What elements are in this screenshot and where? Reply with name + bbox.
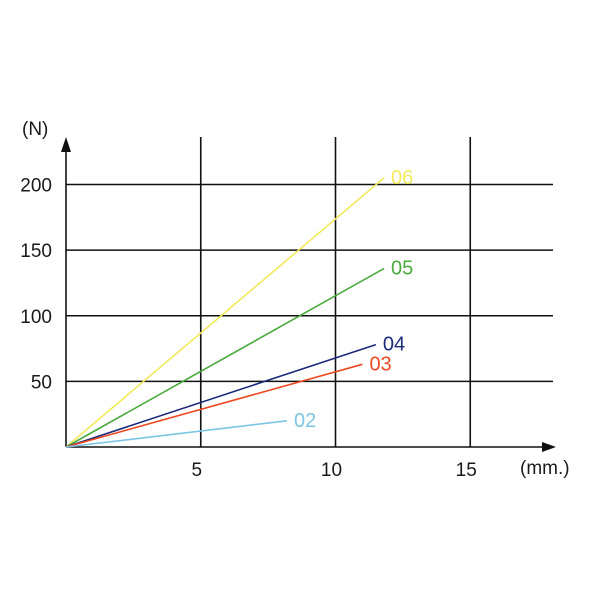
y-unit-label: (N): [22, 119, 48, 140]
series-line-05: [65, 267, 385, 448]
y-tick-label-100: 100: [20, 307, 52, 328]
series-line-04: [65, 343, 377, 448]
series-line-03: [65, 363, 363, 448]
x-tick-label-15: 15: [456, 460, 477, 481]
y-axis-arrow-icon: [61, 137, 71, 152]
series-label-02: 02: [294, 410, 316, 432]
x-axis-arrow-icon: [542, 442, 556, 452]
series-line-06: [65, 177, 385, 448]
y-tick-label-150: 150: [20, 241, 52, 262]
y-tick-label-200: 200: [20, 176, 52, 197]
series-line-02: [65, 420, 288, 448]
series-label-04: 04: [383, 334, 405, 356]
series-label-05: 05: [391, 258, 413, 280]
x-unit-label: (mm.): [520, 458, 570, 479]
x-tick-label-10: 10: [321, 460, 342, 481]
grid: [66, 137, 553, 447]
series-lines: [65, 177, 385, 448]
x-tick-label-5: 5: [191, 460, 202, 481]
axes: [61, 137, 556, 452]
y-tick-label-50: 50: [31, 372, 52, 393]
tick-labels: 5 10 15 50 100 150 200: [20, 176, 477, 482]
series-label-06: 06: [391, 167, 413, 189]
series-label-03: 03: [369, 353, 391, 375]
